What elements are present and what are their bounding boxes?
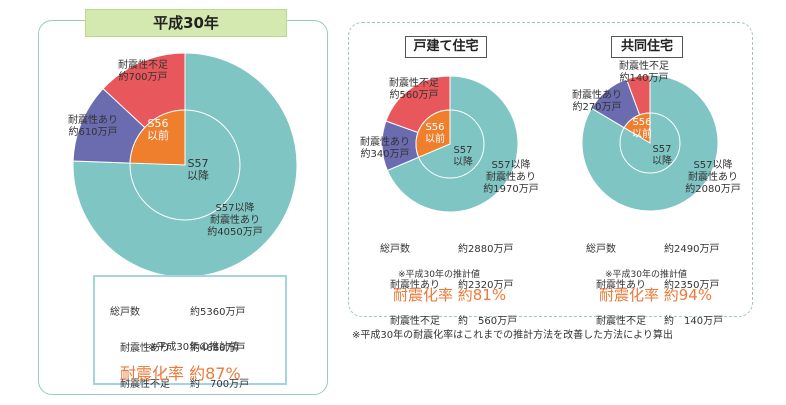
left-label-ari: 耐震性あり 約610万戸 (68, 115, 118, 138)
stats-row: 耐震性あり 約2350万戸 (586, 280, 720, 291)
apartment-rate: 耐震化率 約94% (599, 286, 713, 304)
stats-row: 総戸数 約2490万戸 (586, 244, 720, 255)
stats-row: 耐震性不足約 560万戸 (380, 316, 518, 327)
pie-inner-s56-slice (623, 112, 651, 144)
apartment-label-s56: S56 以前 (632, 117, 652, 140)
stats-row: 耐震性不足約 140万戸 (586, 316, 724, 327)
detached-label-s57: S57 以降 (453, 145, 473, 168)
pie-inner-s56-slice (415, 109, 451, 158)
pie-inner-s56-slice (129, 109, 186, 166)
right-panel (348, 22, 753, 317)
left-rate: 耐震化率 約87% (120, 364, 241, 383)
stats-row: 耐震性あり 約2320万戸 (380, 280, 514, 291)
detached-label-big: S57以降 耐震性あり 約1970万戸 (483, 160, 539, 195)
stats-row: 耐震性あり 約4660万戸 (110, 343, 246, 354)
stats-row: 耐震性不足約 700万戸 (110, 379, 250, 390)
apartment-label-fusoku: 耐震性不足 約140万戸 (619, 61, 669, 84)
detached-title: 戸建て住宅 (405, 36, 487, 58)
left-label-fusoku: 耐震性不足 約700万戸 (118, 60, 168, 83)
left-label-s56: S56 以前 (147, 117, 169, 142)
donut-detached (381, 75, 519, 213)
detached-stats: 総戸数 約2880万戸 耐震性あり 約2320万戸 耐震性不足約 560万戸 (380, 220, 517, 340)
left-label-s57: S57 以降 (187, 157, 209, 182)
left-summary-box (93, 275, 287, 385)
footnote: ※平成30年の耐震化率はこれまでの推計方法を改善した方法により算出 (352, 330, 673, 341)
detached-note: ※平成30年の推計値 (398, 270, 480, 280)
donut-apartment (581, 74, 719, 212)
detached-label-s56: S56 以前 (425, 122, 445, 145)
apartment-title: 共同住宅 (611, 36, 683, 58)
left-stats: 総戸数 約5360万戸 耐震性あり 約4660万戸 耐震性不足約 700万戸 (110, 283, 249, 403)
stats-row: 総戸数 約2880万戸 (380, 244, 514, 255)
detached-label-fusoku: 耐震性不足 約560万戸 (389, 78, 439, 101)
left-note: ※平成30年の推計値 (148, 342, 240, 353)
stats-row: 総戸数 約5360万戸 (110, 307, 246, 318)
apartment-label-ari: 耐震性あり 約270万戸 (572, 90, 622, 113)
apartment-label-big: S57以降 耐震性あり 約2080万戸 (685, 160, 741, 195)
apartment-note: ※平成30年の推計値 (605, 270, 687, 280)
donut-left (72, 52, 298, 278)
left-chart-title: 平成30年 (85, 9, 287, 37)
apartment-label-s57: S57 以降 (652, 144, 672, 167)
detached-label-ari: 耐震性あり 約340万戸 (360, 137, 410, 160)
detached-rate: 耐震化率 約81% (393, 286, 507, 304)
apartment-stats: 総戸数 約2490万戸 耐震性あり 約2350万戸 耐震性不足約 140万戸 (586, 220, 723, 340)
left-label-big: S57以降 耐震性あり 約4050万戸 (207, 203, 263, 238)
